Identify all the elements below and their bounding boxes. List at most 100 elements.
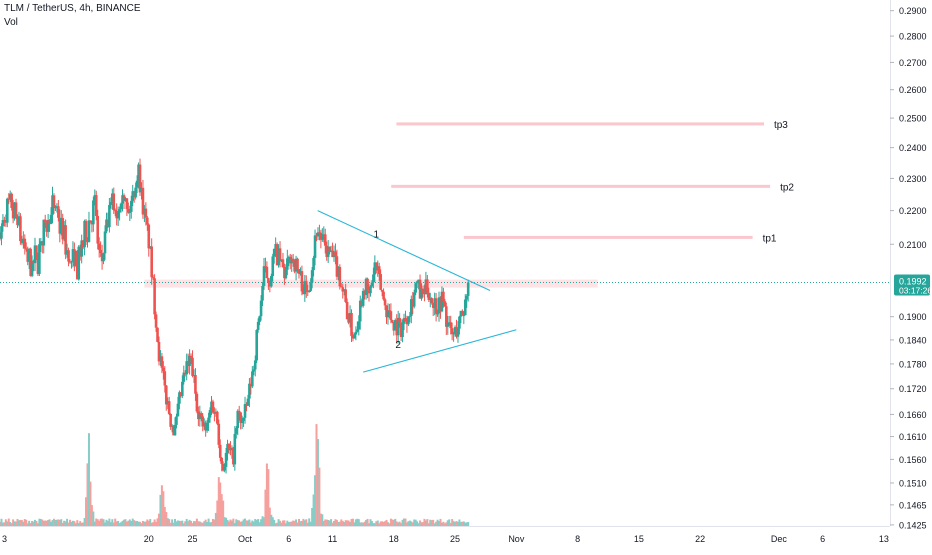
- volume-bar: [93, 521, 96, 526]
- candle-body: [331, 250, 334, 258]
- volume-bar: [63, 520, 66, 526]
- candle: [249, 377, 253, 395]
- candle-body: [421, 288, 425, 293]
- candle: [97, 237, 101, 258]
- volume-bar: [79, 521, 82, 526]
- candle: [313, 229, 317, 266]
- volume-bar: [397, 522, 400, 526]
- volume-bar: [76, 520, 79, 526]
- candle-body: [201, 416, 205, 427]
- candle: [373, 255, 377, 282]
- volume-bar: [245, 520, 248, 526]
- candle: [223, 463, 226, 473]
- candle-body: [102, 253, 105, 262]
- volume-bar: [254, 518, 257, 526]
- candle-body: [230, 447, 234, 451]
- volume-bar: [260, 519, 263, 526]
- candle: [183, 370, 187, 377]
- candle: [281, 252, 285, 268]
- volume-bar: [293, 520, 296, 526]
- price-tick-label: 0.1660: [899, 410, 927, 420]
- candle: [269, 273, 273, 288]
- candle: [364, 277, 368, 300]
- volume-bar: [264, 489, 267, 526]
- price-tick-label: 0.1510: [899, 478, 927, 488]
- volume-bar: [169, 522, 172, 526]
- candle-body: [4, 220, 8, 223]
- candle: [450, 322, 454, 341]
- candle-body: [137, 164, 140, 181]
- candle-body: [402, 318, 406, 324]
- candle: [351, 332, 355, 342]
- candle-body: [465, 295, 469, 300]
- candle-body: [389, 311, 393, 321]
- candle: [309, 278, 312, 292]
- candle: [27, 247, 31, 269]
- volume-bar: [331, 522, 334, 526]
- candle-body: [106, 219, 110, 227]
- volume-bar: [302, 518, 305, 526]
- candle-body: [116, 212, 120, 219]
- candle-body: [192, 374, 196, 376]
- candle-body: [253, 360, 257, 370]
- candle-body: [94, 195, 98, 216]
- candle-body: [341, 287, 345, 292]
- candle-body: [81, 240, 85, 248]
- candle-body: [309, 282, 312, 291]
- candle-body: [431, 303, 435, 308]
- candle: [382, 288, 385, 301]
- candle-body: [84, 220, 88, 240]
- price-tick-label: 0.1900: [899, 312, 927, 322]
- volume-bar: [174, 518, 177, 526]
- candle-body: [185, 361, 188, 375]
- candle-body: [442, 291, 445, 302]
- candle: [367, 283, 371, 302]
- candle-body: [141, 187, 145, 215]
- candle: [325, 241, 329, 261]
- candle-body: [160, 356, 164, 368]
- volume-bar: [64, 521, 67, 526]
- candle: [52, 193, 56, 214]
- candle: [191, 350, 194, 378]
- volume-bar: [321, 514, 324, 526]
- candle: [383, 297, 387, 311]
- candle-body: [146, 217, 149, 225]
- candle-body: [78, 246, 82, 257]
- volume-bar: [165, 512, 168, 526]
- volume-bar: [122, 519, 125, 526]
- volume-bar: [195, 518, 198, 526]
- candle: [315, 233, 318, 242]
- candle-body: [376, 266, 380, 271]
- volume-bar: [125, 521, 128, 526]
- volume-bar: [233, 523, 236, 526]
- volume-bar: [417, 523, 420, 526]
- volume-bar: [244, 518, 247, 526]
- volume-bar: [315, 424, 318, 526]
- volume-bar: [369, 519, 372, 526]
- chart-title: TLM / TetherUS, 4h, BINANCE: [4, 3, 141, 14]
- target-label: tp1: [763, 233, 777, 244]
- volume-bar: [117, 520, 120, 526]
- candle-body: [277, 248, 280, 266]
- candle-body: [410, 299, 413, 316]
- candle: [248, 378, 251, 408]
- volume-bar: [87, 433, 90, 526]
- candle-body: [80, 240, 83, 257]
- candle-body: [290, 258, 294, 264]
- candle: [294, 255, 298, 281]
- volume-bar: [284, 523, 287, 526]
- candle-body: [466, 282, 470, 296]
- volume-bar: [340, 519, 343, 526]
- candle-body: [207, 417, 210, 423]
- candle-body: [108, 204, 111, 227]
- volume-bar: [1, 522, 4, 526]
- candle-body: [14, 202, 18, 218]
- price-badge-value: 0.1992: [899, 276, 927, 286]
- candle: [399, 319, 403, 342]
- candle-body: [151, 277, 155, 279]
- candle: [433, 292, 436, 316]
- volume-bar: [92, 511, 95, 526]
- candle-body: [274, 244, 277, 249]
